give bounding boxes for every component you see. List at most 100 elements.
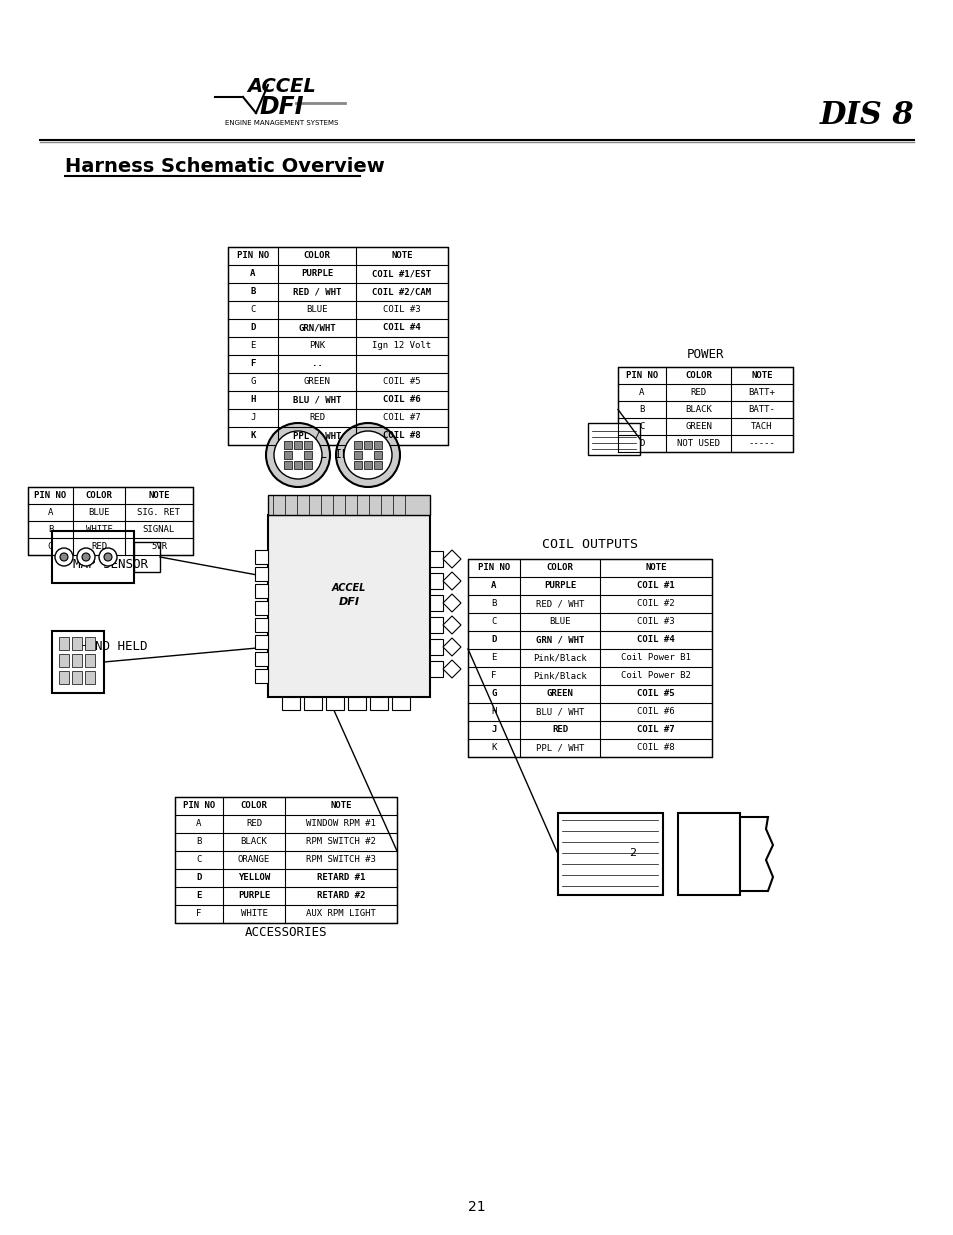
Text: COIL #4: COIL #4 bbox=[637, 636, 674, 645]
Text: SIGNAL: SIGNAL bbox=[143, 525, 175, 534]
Circle shape bbox=[60, 553, 68, 561]
Text: RED / WHT: RED / WHT bbox=[293, 288, 341, 296]
Bar bbox=[304, 451, 312, 459]
Bar bbox=[294, 441, 302, 450]
Text: Pink/Black: Pink/Black bbox=[533, 653, 586, 662]
Polygon shape bbox=[442, 550, 460, 568]
Text: PPL / WHT: PPL / WHT bbox=[536, 743, 583, 752]
Text: A: A bbox=[196, 820, 201, 829]
Text: GREEN: GREEN bbox=[546, 689, 573, 699]
Text: E: E bbox=[196, 892, 201, 900]
Text: NOTE: NOTE bbox=[148, 492, 170, 500]
Bar bbox=[364, 441, 372, 450]
Bar bbox=[59, 671, 69, 684]
Bar bbox=[392, 697, 410, 710]
Text: COLOR: COLOR bbox=[546, 563, 573, 573]
Text: NOTE: NOTE bbox=[330, 802, 352, 810]
Text: COIL #7: COIL #7 bbox=[637, 725, 674, 735]
Circle shape bbox=[266, 424, 330, 487]
Bar bbox=[284, 461, 292, 469]
Bar bbox=[304, 697, 322, 710]
Text: F: F bbox=[250, 359, 255, 368]
Circle shape bbox=[99, 548, 117, 566]
Bar bbox=[133, 542, 160, 572]
Bar bbox=[254, 550, 268, 564]
Text: GRN/WHT: GRN/WHT bbox=[298, 324, 335, 332]
Circle shape bbox=[344, 431, 392, 479]
Text: Coil Power B2: Coil Power B2 bbox=[620, 672, 690, 680]
Text: G: G bbox=[491, 689, 497, 699]
Text: PIN NO: PIN NO bbox=[625, 370, 658, 380]
Text: C: C bbox=[491, 618, 497, 626]
Bar bbox=[284, 441, 292, 450]
Text: K: K bbox=[250, 431, 255, 441]
Text: G: G bbox=[250, 378, 255, 387]
Text: COLOR: COLOR bbox=[684, 370, 711, 380]
Bar bbox=[254, 669, 268, 683]
Bar bbox=[304, 441, 312, 450]
Text: COIL OUTPUTS: COIL OUTPUTS bbox=[541, 538, 638, 552]
Text: NOTE: NOTE bbox=[391, 252, 413, 261]
Text: RED: RED bbox=[690, 388, 706, 396]
Text: PIN NO: PIN NO bbox=[183, 802, 214, 810]
Text: C: C bbox=[639, 422, 644, 431]
Bar bbox=[85, 671, 95, 684]
Bar bbox=[52, 531, 133, 583]
Text: A: A bbox=[639, 388, 644, 396]
Text: COIL #2/CAM: COIL #2/CAM bbox=[372, 288, 431, 296]
Text: Ign 12 Volt: Ign 12 Volt bbox=[372, 342, 431, 351]
Text: NOT USED: NOT USED bbox=[677, 438, 720, 448]
Bar bbox=[254, 567, 268, 580]
Text: RETARD #2: RETARD #2 bbox=[316, 892, 365, 900]
Text: B: B bbox=[48, 525, 53, 534]
Bar bbox=[254, 601, 268, 615]
Text: NOTE: NOTE bbox=[644, 563, 666, 573]
Bar bbox=[59, 637, 69, 650]
Text: B: B bbox=[196, 837, 201, 846]
Text: BLACK: BLACK bbox=[684, 405, 711, 414]
Text: J: J bbox=[491, 725, 497, 735]
Bar bbox=[430, 638, 442, 655]
Text: WHITE: WHITE bbox=[240, 909, 267, 919]
Text: F: F bbox=[196, 909, 201, 919]
Text: E: E bbox=[491, 653, 497, 662]
Text: K: K bbox=[491, 743, 497, 752]
Text: DFI: DFI bbox=[338, 597, 359, 606]
Text: A: A bbox=[48, 508, 53, 517]
Bar bbox=[678, 813, 740, 895]
Text: B: B bbox=[491, 599, 497, 609]
Text: 2: 2 bbox=[629, 848, 636, 858]
Text: PIN NO: PIN NO bbox=[34, 492, 67, 500]
Text: COIL #1/EST: COIL #1/EST bbox=[372, 269, 431, 279]
Bar bbox=[430, 551, 442, 567]
Bar bbox=[85, 655, 95, 667]
Text: POWER: POWER bbox=[686, 347, 723, 361]
Text: YELLOW: YELLOW bbox=[237, 873, 270, 883]
Text: NOTE: NOTE bbox=[750, 370, 772, 380]
Text: Pink/Black: Pink/Black bbox=[533, 672, 586, 680]
Bar bbox=[430, 595, 442, 611]
Bar bbox=[254, 635, 268, 650]
Text: PURPLE: PURPLE bbox=[237, 892, 270, 900]
Text: GREEN: GREEN bbox=[303, 378, 330, 387]
Text: COIL INPUTS: COIL INPUTS bbox=[296, 448, 379, 462]
Text: COLOR: COLOR bbox=[240, 802, 267, 810]
Circle shape bbox=[274, 431, 322, 479]
Text: COIL #5: COIL #5 bbox=[637, 689, 674, 699]
Bar bbox=[228, 247, 448, 445]
Text: -----: ----- bbox=[748, 438, 775, 448]
Bar bbox=[326, 697, 344, 710]
Text: AUX RPM LIGHT: AUX RPM LIGHT bbox=[306, 909, 375, 919]
Polygon shape bbox=[442, 594, 460, 613]
Text: PPL / WHT: PPL / WHT bbox=[293, 431, 341, 441]
Bar bbox=[354, 461, 361, 469]
Text: DIS 8: DIS 8 bbox=[820, 100, 914, 131]
Bar bbox=[430, 661, 442, 677]
Text: D: D bbox=[639, 438, 644, 448]
Bar bbox=[71, 637, 82, 650]
Text: PIN NO: PIN NO bbox=[236, 252, 269, 261]
Text: E: E bbox=[250, 342, 255, 351]
Bar bbox=[374, 441, 381, 450]
Bar bbox=[348, 697, 366, 710]
Bar bbox=[374, 461, 381, 469]
